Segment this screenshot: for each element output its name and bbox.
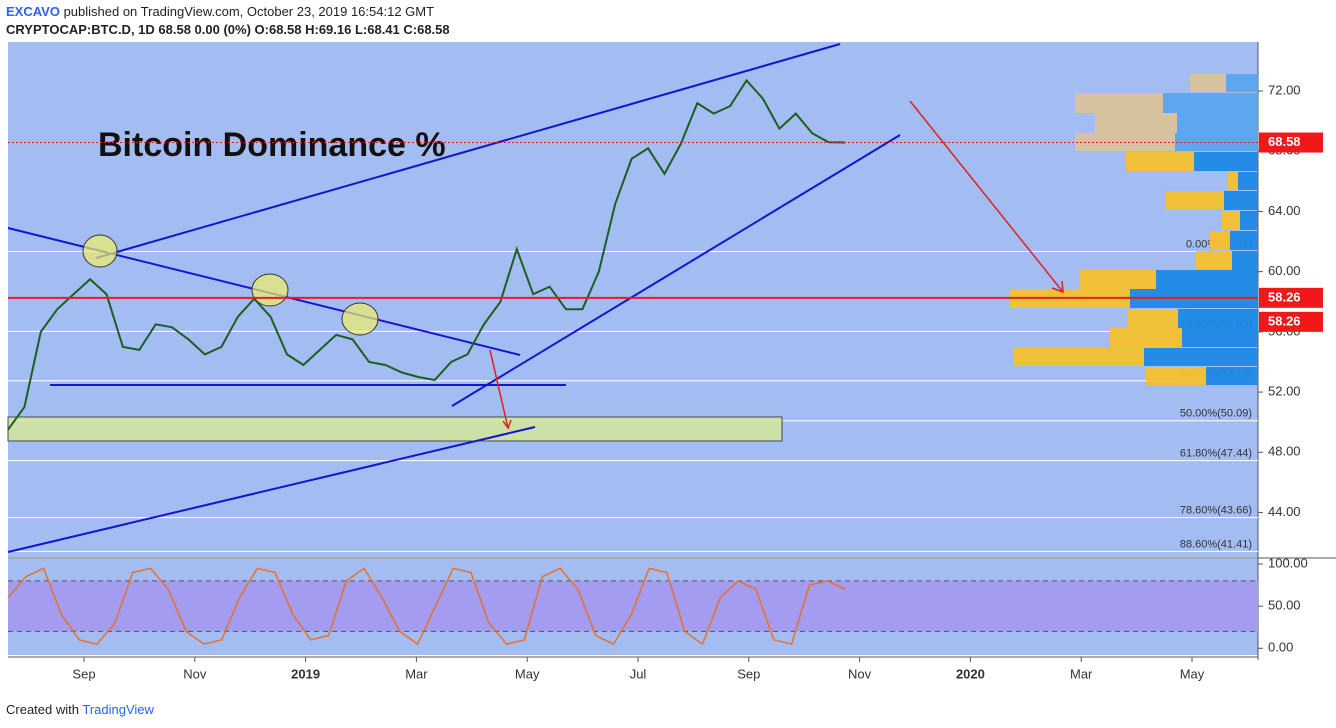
x-tick-label: Sep [737,666,760,681]
y-tick-label: 72.00 [1268,82,1301,97]
x-tick-label: Jul [630,666,647,681]
trend-lines [7,43,901,553]
oscillator-band [8,580,1258,632]
y-tick-label: 60.00 [1268,263,1301,278]
footer-created: Created with [6,702,79,717]
price-label-box [1259,311,1323,332]
y-tick-label: 44.00 [1268,504,1301,519]
x-tick-label: Nov [183,666,207,681]
price-label: 58.26 [1268,289,1301,304]
x-tick-label: 2020 [956,666,985,681]
fib-label: 88.60%(41.41) [1180,538,1252,550]
x-tick-label: 2019 [291,666,320,681]
symbol-line: CRYPTOCAP:BTC.D, 1D 68.58 0.00 (0%) O:68… [6,22,450,37]
x-tick-label: May [515,666,540,681]
price-label-box [1259,287,1323,308]
oscillator-line [7,567,846,646]
arrows [489,100,1064,430]
osc-y-tick-label: 100.00 [1268,555,1308,570]
price-label: 68.58 [1268,134,1301,149]
x-tick-label: May [1180,666,1205,681]
footer: Created with TradingView [6,702,154,717]
y-tick-label: 48.00 [1268,444,1301,459]
x-tick-label: Sep [72,666,95,681]
osc-y-tick-label: 50.00 [1268,598,1301,613]
price-label: 58.26 [1268,313,1301,328]
fib-label: 78.60%(43.66) [1180,504,1252,516]
author: EXCAVO [6,4,60,19]
published: published on TradingView.com, October 23… [63,4,435,19]
header-line: EXCAVO published on TradingView.com, Oct… [6,4,434,19]
x-tick-label: Nov [848,666,872,681]
chart: 0.00%(61.34)23.60%(56.03)38.20%(52.75)50… [7,42,1336,681]
price-line [7,78,846,431]
osc-y-tick-label: 0.00 [1268,640,1293,655]
y-tick-label: 64.00 [1268,203,1301,218]
support-zone [7,416,783,442]
footer-brand: TradingView [82,702,154,717]
x-tick-label: Mar [405,666,428,681]
price-label-box [1259,132,1323,153]
y-tick-label: 52.00 [1268,383,1301,398]
x-tick-label: Mar [1070,666,1093,681]
volume-profile [1010,74,1258,385]
fib-label: 61.80%(47.44) [1180,448,1252,460]
chart-title: Bitcoin Dominance % [98,126,446,164]
fib-label: 50.00%(50.09) [1180,408,1252,420]
